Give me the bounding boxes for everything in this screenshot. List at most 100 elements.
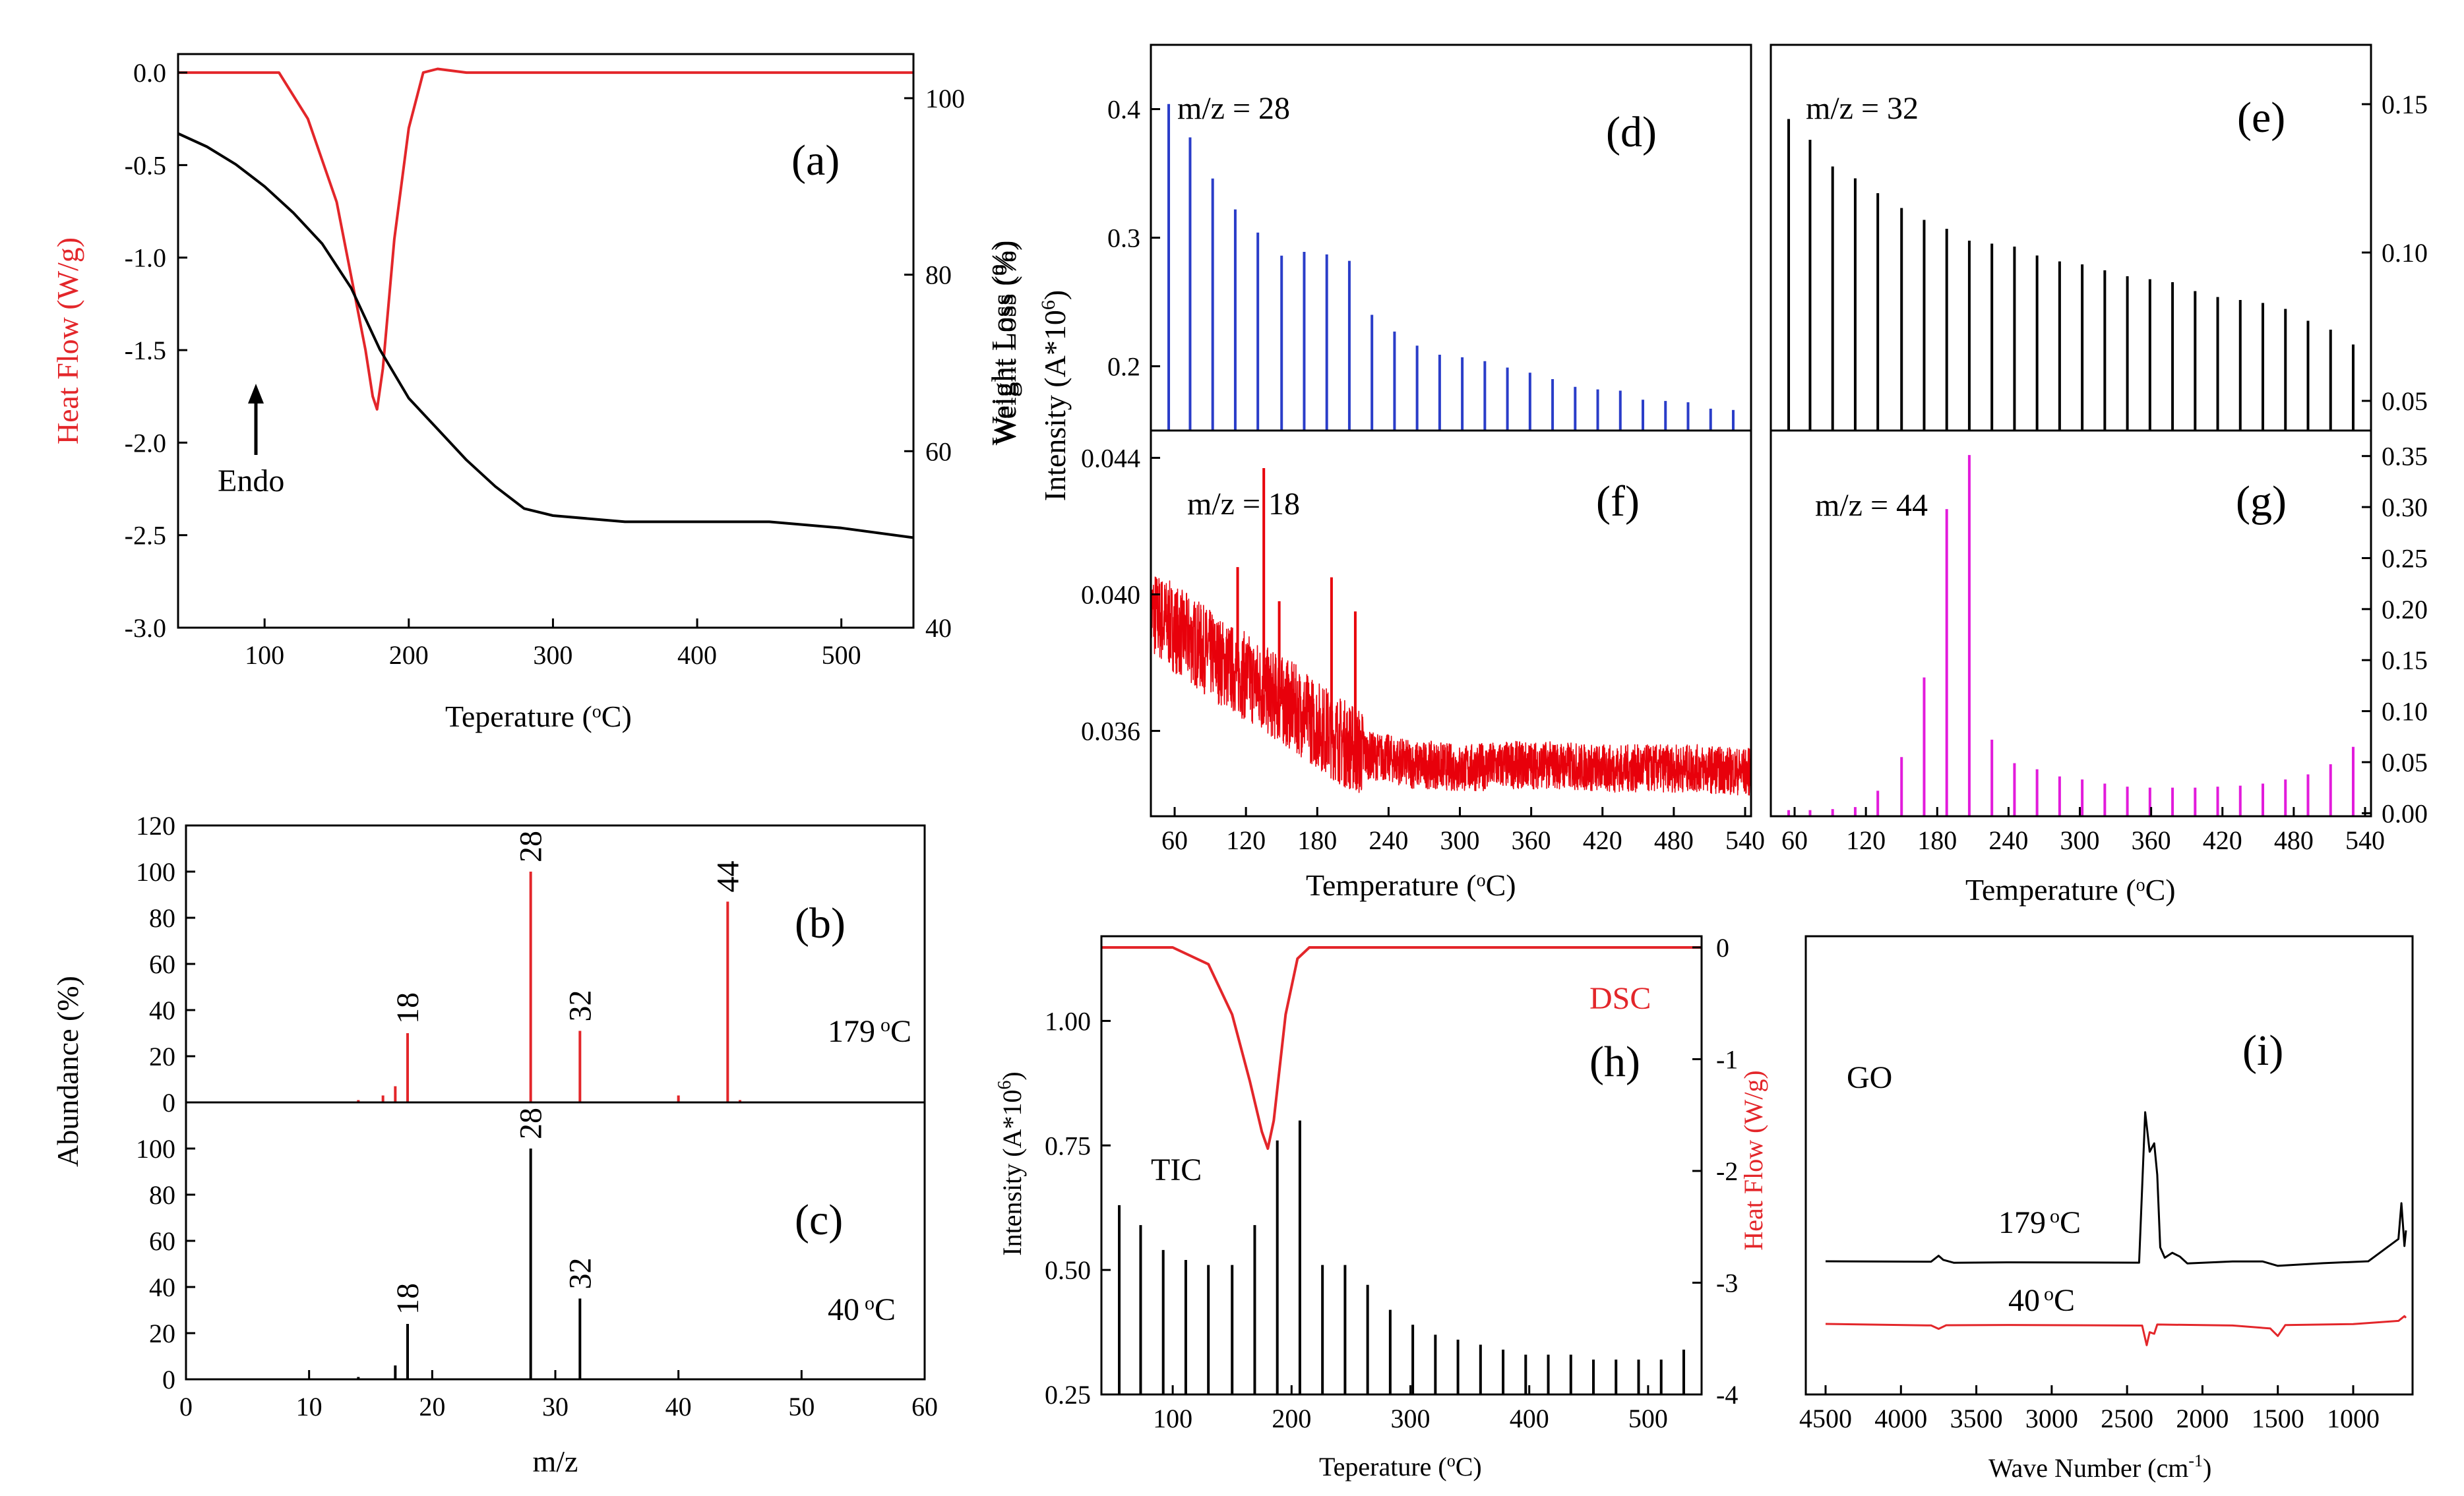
panel-d-ticks: 0.4 0.3 0.2	[1107, 95, 1160, 382]
x-tick-label: 400	[1510, 1404, 1549, 1433]
panel-c-ticks: 100 80 60 40 20 00 10 20 30 40 50 60	[136, 1134, 938, 1421]
peak-label: 18	[390, 1283, 425, 1315]
y-tick-label: 100	[136, 857, 175, 887]
panel-i-frame	[1804, 935, 2414, 1396]
x-tick-label: 4500	[1799, 1404, 1852, 1433]
x-tick-label: 200	[389, 640, 429, 670]
panel-d-bars	[1167, 104, 1735, 431]
x-tick-label: 2500	[2101, 1404, 2153, 1433]
x-tick-label: 300	[1391, 1404, 1431, 1433]
x-tick-label: 0	[179, 1392, 193, 1421]
y-tick-label: 0.4	[1107, 95, 1140, 125]
peak-label: 18	[390, 992, 425, 1024]
panel-a-series	[177, 67, 914, 539]
peak-label: 28	[514, 831, 549, 862]
x-tick-label: 480	[1654, 825, 1694, 855]
panel-b-bars: 18 28 32 44	[357, 831, 745, 1102]
panel-h-dsc-label: DSC	[1589, 981, 1651, 1016]
x-tick-label: 500	[1628, 1404, 1668, 1433]
x-tick-label: 360	[1512, 825, 1551, 855]
y-tick-label: 0.05	[2382, 386, 2428, 416]
panel-b-label: (b)	[795, 899, 846, 947]
panel-e-bars	[1787, 119, 2355, 431]
panel-a-xlabel: Teperature (oC)	[445, 700, 632, 733]
ir-40-curve	[1825, 1315, 2407, 1346]
y-tick-label: 0.044	[1081, 443, 1140, 473]
panel-df-intensity-label: Intensity (A*106)	[1037, 290, 1072, 501]
y-tick-label-right: 60	[925, 436, 952, 466]
y-tick-label-right: 80	[925, 260, 952, 290]
peak-label: 28	[514, 1108, 549, 1139]
panel-g-ticks: 0.35 0.30 0.25 0.20 0.15 0.10 0.05 0.00 60 120 180…	[1781, 442, 2428, 855]
panel-c-bars: 18 28 32	[357, 1108, 598, 1379]
y-tick-label: 0.15	[2382, 645, 2428, 675]
panel-e: 0.15 0.10 0.05 m/z = 32 (e)	[1770, 44, 2428, 432]
y-tick-label-right: 100	[925, 84, 965, 113]
y-tick-label: 0.10	[2382, 697, 2428, 727]
panel-h-label: (h)	[1589, 1038, 1640, 1086]
x-tick-label: 50	[788, 1392, 815, 1421]
y-tick-label-left: -3.0	[125, 613, 166, 643]
y-tick-label-right: -3	[1716, 1268, 1738, 1298]
y-tick-label: 0.35	[2382, 442, 2428, 471]
y-tick-label-right: 0	[1716, 933, 1729, 963]
y-tick-label-left: 0.0	[133, 58, 166, 88]
panel-b-temperature: 179 oC	[828, 1014, 911, 1049]
x-tick-label: 300	[2060, 825, 2100, 855]
panel-f: 0.044 0.040 0.036 60 120 180 240 300 360 420 480 54…	[1081, 429, 1765, 902]
y-tick-label: 0.20	[2382, 595, 2428, 624]
y-tick-label-left: -1.0	[125, 243, 166, 273]
mz18-trace	[1150, 574, 1752, 796]
panel-i: 4500 4000 3500 3000 2500 2000 1500 1000 GO (i) …	[1799, 935, 2414, 1483]
y-tick-label-left: -2.5	[125, 521, 166, 551]
x-tick-label: 60	[911, 1392, 938, 1421]
y-tick-label: 0.15	[2382, 90, 2428, 119]
panel-h: 1.00 0.75 0.50 0.25 0 -1 -2 -3 -4 100 200 300 400 500…	[995, 933, 1768, 1481]
x-tick-label: 420	[1583, 825, 1622, 855]
y-tick-label-left: -1.5	[125, 336, 166, 365]
x-tick-label: 240	[1369, 825, 1408, 855]
y-tick-label: 0.036	[1081, 717, 1140, 746]
panel-i-179-label: 179 oC	[1998, 1205, 2081, 1240]
panel-a-ylabel-right: Weight Loss (%)	[989, 241, 1022, 446]
x-tick-label: 60	[1781, 825, 1808, 855]
panel-b: 18 28 32 44 120 100 80 60 40 20 0 (b) 179 oC	[136, 811, 926, 1118]
panel-g-xlabel: Temperature (oC)	[1965, 873, 2176, 907]
panel-c: 18 28 32 100 80 60 40 20 00 10 20 30 40 50 60 (c) 40 o…	[136, 1101, 938, 1478]
panel-a-frame	[177, 53, 915, 629]
y-tick-label-left: -0.5	[125, 150, 166, 180]
y-tick-label: 0.30	[2382, 493, 2428, 522]
y-tick-label: 0.00	[2382, 798, 2428, 828]
panel-f-ticks: 0.044 0.040 0.036 60 120 180 240 300 360 420 480 54…	[1081, 443, 1765, 855]
y-tick-label-right: 40	[925, 613, 952, 643]
panel-df-weight-loss-label: Weight Loss (%)	[985, 241, 1019, 446]
panel-d-ion: m/z = 28	[1177, 91, 1290, 126]
x-tick-label: 1000	[2327, 1404, 2380, 1433]
panel-bc-xlabel: m/z	[533, 1445, 578, 1478]
panel-i-40-label: 40 oC	[2008, 1283, 2075, 1318]
x-tick-label: 540	[2345, 825, 2385, 855]
panel-g-bars	[1787, 455, 2355, 816]
x-tick-label: 360	[2132, 825, 2171, 855]
panel-i-series	[1825, 1111, 2407, 1346]
y-tick-label: 0.3	[1107, 224, 1140, 253]
panel-h-tic-label: TIC	[1151, 1152, 1202, 1187]
panel-f-label: (f)	[1596, 477, 1640, 525]
y-tick-label: 0.25	[2382, 543, 2428, 573]
x-tick-label: 10	[296, 1392, 323, 1421]
y-tick-label-right: -1	[1716, 1044, 1738, 1074]
panel-a-ylabel-left: Heat Flow (W/g)	[51, 237, 84, 444]
panel-b-frame	[185, 824, 926, 1104]
peak-label: 32	[563, 1258, 598, 1290]
y-tick-label-left: 1.00	[1045, 1006, 1091, 1036]
x-tick-label: 40	[665, 1392, 692, 1421]
x-tick-label: 3000	[2025, 1404, 2078, 1433]
panel-f-series	[1150, 467, 1752, 796]
peak-label: 44	[710, 861, 745, 893]
panel-h-ylabel-right: Heat Flow (W/g)	[1739, 1070, 1768, 1250]
x-tick-label: 300	[1440, 825, 1480, 855]
dsc-curve-h	[1101, 946, 1702, 1151]
x-tick-label: 120	[1846, 825, 1886, 855]
endo-annotation: Endo	[218, 464, 284, 498]
